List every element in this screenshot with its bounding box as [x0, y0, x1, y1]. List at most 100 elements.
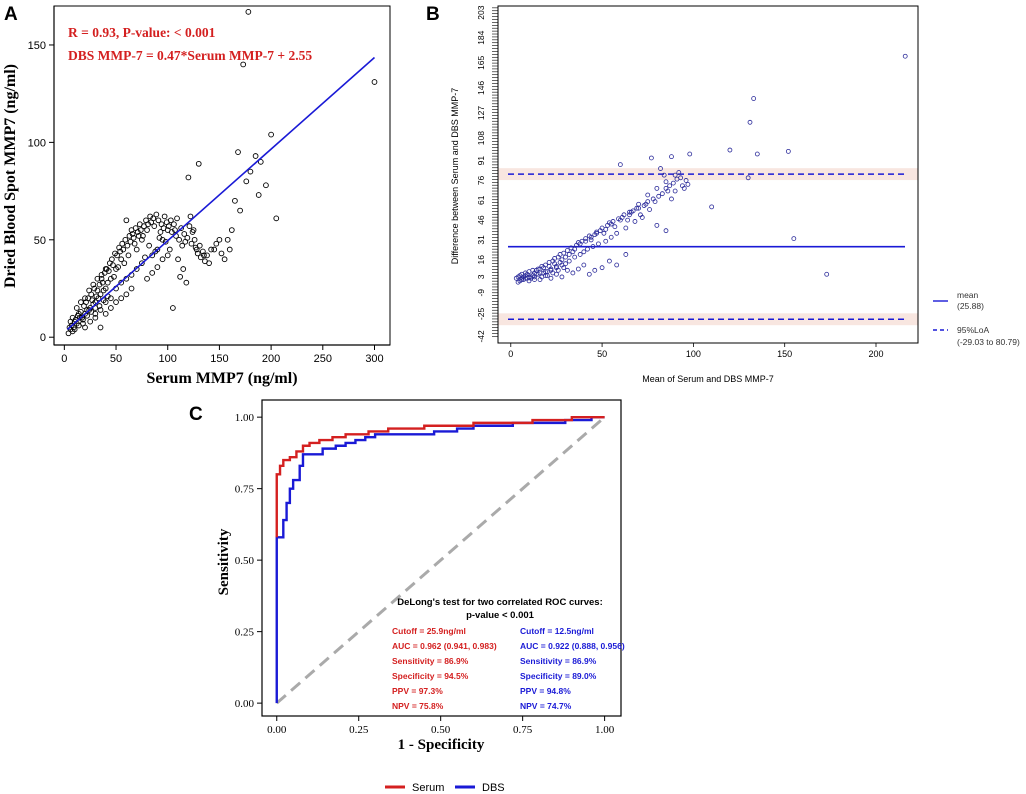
data-point-a [144, 227, 150, 233]
data-point-b [648, 155, 654, 161]
data-point-a [152, 248, 159, 255]
data-point-a [189, 229, 196, 235]
data-point-a [156, 234, 163, 241]
data-point-a [175, 256, 181, 263]
data-point-a [252, 153, 259, 159]
plot-frame-b [497, 5, 919, 344]
data-point-b [559, 274, 565, 280]
data-point-a [150, 215, 157, 222]
y-tick-label-b: 46 [476, 215, 486, 225]
data-point-a [149, 270, 156, 276]
data-point-a [153, 211, 160, 218]
x-tick-label-c: 1.00 [595, 724, 615, 736]
data-point-b [564, 267, 570, 273]
data-point-a [119, 240, 126, 247]
data-point-b [559, 257, 565, 263]
data-point-a [114, 252, 120, 259]
data-point-b [532, 277, 537, 282]
data-point-a [96, 303, 103, 309]
data-point-b [543, 269, 548, 275]
data-point-b [577, 252, 583, 257]
y-tick-label-a: 100 [28, 137, 46, 149]
y-tick-label-b: -42 [476, 330, 486, 343]
data-point-b [659, 191, 665, 197]
roc-curve-serum [275, 415, 605, 538]
y-tick-label-a: 0 [40, 332, 46, 344]
panel-label-b: B [426, 4, 440, 25]
data-point-b [590, 244, 596, 249]
roc-curve-dbs [275, 415, 605, 704]
data-point-a [122, 236, 129, 243]
data-point-b [709, 204, 715, 210]
data-point-a [213, 240, 220, 247]
legend-c: Serum DBS [385, 782, 505, 794]
serum-stat: Cutoff = 25.9ng/ml [392, 626, 466, 636]
data-point-a [177, 273, 183, 280]
data-point-a [100, 287, 107, 294]
data-point-b [608, 234, 614, 240]
data-point-a [232, 197, 238, 204]
data-point-a [78, 309, 84, 315]
y-tick-label-b: -25 [476, 308, 486, 321]
legend-serum-label: Serum [412, 782, 444, 794]
data-point-a [129, 231, 136, 237]
data-point-a [79, 314, 85, 321]
data-point-a [137, 227, 144, 233]
data-point-a [82, 295, 88, 302]
data-point-b [623, 252, 629, 257]
legend-loa-label: 95%LoA [957, 325, 989, 335]
data-point-a [211, 246, 218, 253]
data-point-a [155, 217, 162, 224]
data-point-a [118, 279, 125, 286]
data-point-b [535, 266, 541, 272]
data-point-a [216, 236, 223, 243]
data-point-a [257, 159, 264, 165]
y-tick-label-b: 127 [476, 106, 486, 120]
data-point-a [93, 293, 100, 300]
data-point-a [98, 272, 105, 278]
data-point-b [678, 175, 684, 181]
ticks-b: 0 50 100 150 200 -42 -25 -9 3 16 31 46 61 76 91 108 127 1… [476, 5, 884, 359]
data-point-a [115, 264, 121, 270]
y-tick-label-b: 184 [476, 30, 486, 44]
data-point-b [612, 224, 618, 230]
data-point-a [97, 307, 104, 313]
data-point-a [140, 233, 146, 239]
data-point-b [544, 273, 550, 279]
data-point-a [188, 240, 195, 247]
x-tick-label-b: 0 [508, 349, 513, 359]
data-point-a [157, 229, 164, 235]
data-point-b [563, 254, 568, 260]
data-point-b [751, 96, 757, 101]
x-axis-label-a: Serum MMP7 (ng/ml) [146, 370, 297, 387]
data-point-a [162, 238, 169, 245]
data-point-a [240, 61, 247, 68]
y-tick-label-b: 16 [476, 255, 486, 265]
data-point-b [623, 225, 629, 231]
data-point-b [588, 234, 594, 240]
data-point-a [133, 246, 140, 253]
data-point-b [791, 236, 797, 241]
data-point-a [71, 326, 78, 333]
y-tick-label-b: 31 [476, 235, 486, 245]
data-point-a [118, 295, 125, 302]
chance-diagonal [275, 416, 606, 705]
y-tick-label-c: 0.50 [235, 555, 255, 567]
y-tick-label-c: 0.75 [235, 484, 255, 496]
data-point-a [371, 79, 378, 85]
delong-p-value: p-value < 0.001 [466, 610, 535, 621]
serum-stat: Specificity = 94.5% [392, 671, 469, 681]
data-point-b [643, 201, 649, 207]
panel-label-c: C [189, 404, 203, 425]
y-tick-label-b: 165 [476, 55, 486, 69]
data-point-a [86, 287, 93, 294]
x-tick-label-a: 250 [314, 353, 332, 365]
equation-annotation: DBS MMP-7 = 0.47*Serum MMP-7 + 2.55 [68, 48, 312, 63]
data-point-a [185, 174, 192, 181]
data-point-a [171, 221, 177, 228]
data-point-a [268, 131, 274, 138]
x-tick-label-a: 50 [110, 353, 122, 365]
data-point-b [564, 248, 570, 253]
data-point-a [202, 258, 208, 265]
plot-frame-c [261, 399, 622, 717]
